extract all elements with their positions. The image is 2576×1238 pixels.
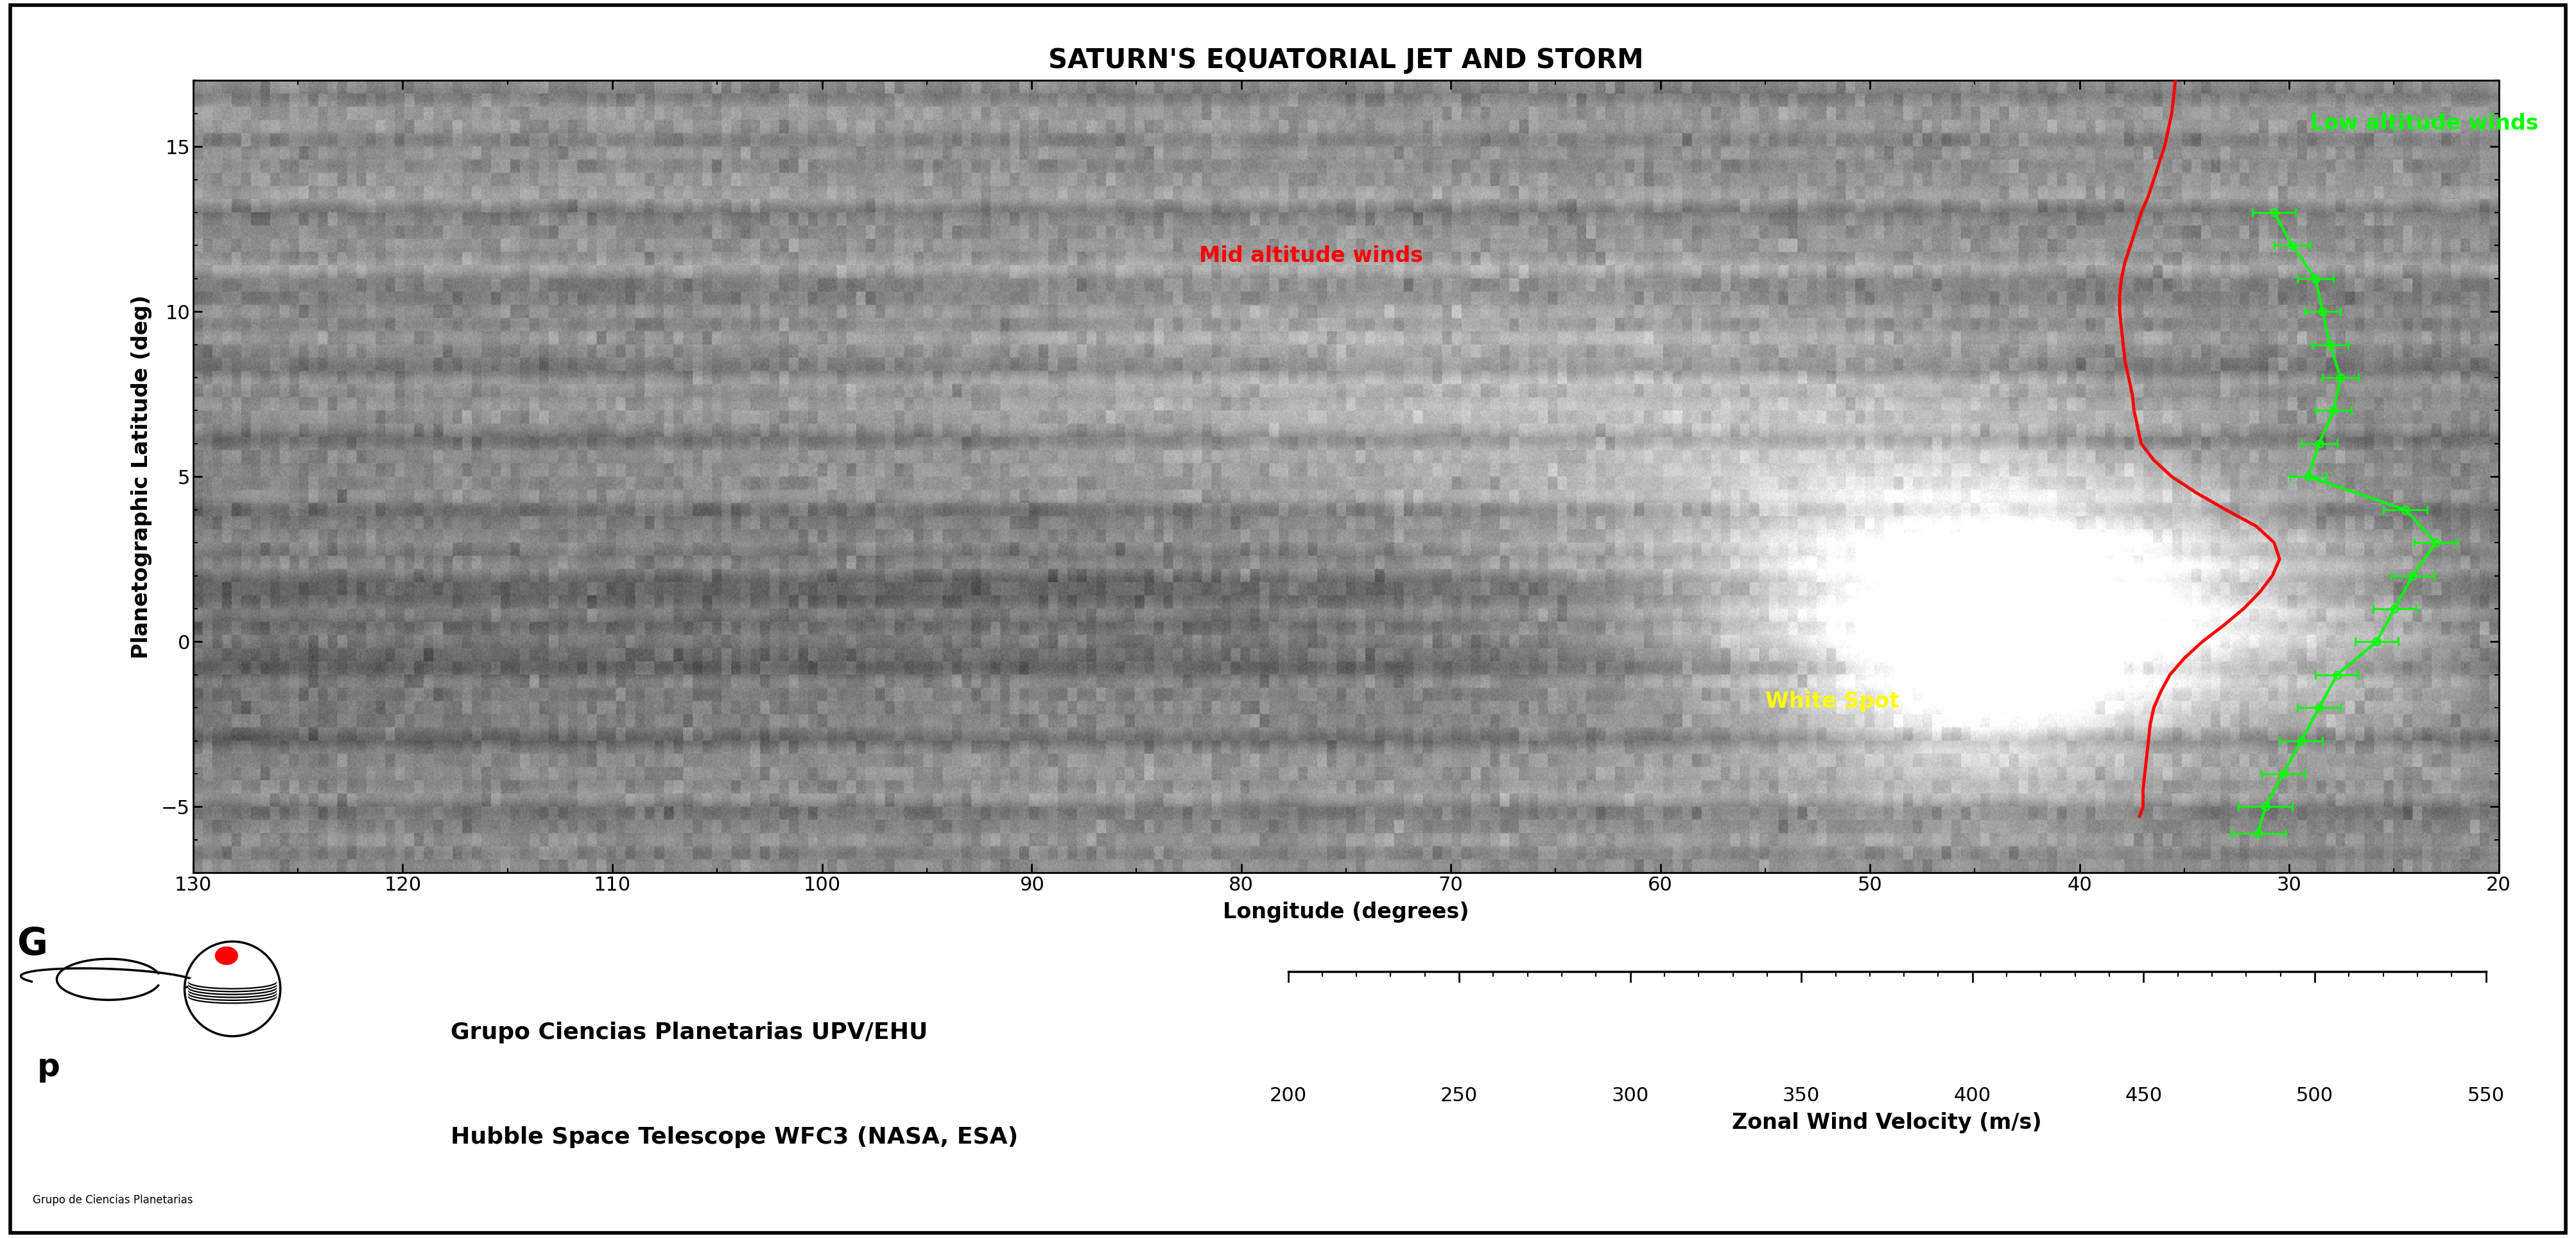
Ellipse shape [188, 980, 276, 993]
Ellipse shape [188, 976, 276, 989]
Text: Mid altitude winds: Mid altitude winds [1200, 245, 1425, 266]
X-axis label: Longitude (degrees): Longitude (degrees) [1224, 901, 1468, 922]
Text: White Spot: White Spot [1765, 691, 1899, 712]
Ellipse shape [188, 983, 276, 997]
Text: Hubble Space Telescope WFC3 (NASA, ESA): Hubble Space Telescope WFC3 (NASA, ESA) [451, 1127, 1018, 1149]
Text: G: G [18, 926, 46, 962]
Ellipse shape [188, 977, 276, 990]
Ellipse shape [188, 982, 276, 995]
Ellipse shape [188, 985, 276, 999]
Text: p: p [36, 1052, 59, 1083]
Ellipse shape [188, 984, 276, 998]
Ellipse shape [188, 974, 276, 988]
Circle shape [216, 947, 237, 964]
Text: Grupo de Ciencias Planetarias: Grupo de Ciencias Planetarias [33, 1193, 193, 1206]
Ellipse shape [188, 987, 276, 1000]
Text: Grupo Ciencias Planetarias UPV/EHU: Grupo Ciencias Planetarias UPV/EHU [451, 1021, 927, 1044]
X-axis label: Zonal Wind Velocity (m/s): Zonal Wind Velocity (m/s) [1731, 1112, 2043, 1133]
Ellipse shape [188, 978, 276, 992]
Title: SATURN'S EQUATORIAL JET AND STORM: SATURN'S EQUATORIAL JET AND STORM [1048, 47, 1643, 74]
Y-axis label: Planetographic Latitude (deg): Planetographic Latitude (deg) [131, 295, 152, 659]
Ellipse shape [188, 990, 276, 1004]
Text: Low altitude winds: Low altitude winds [2311, 114, 2537, 135]
Ellipse shape [188, 989, 276, 1002]
